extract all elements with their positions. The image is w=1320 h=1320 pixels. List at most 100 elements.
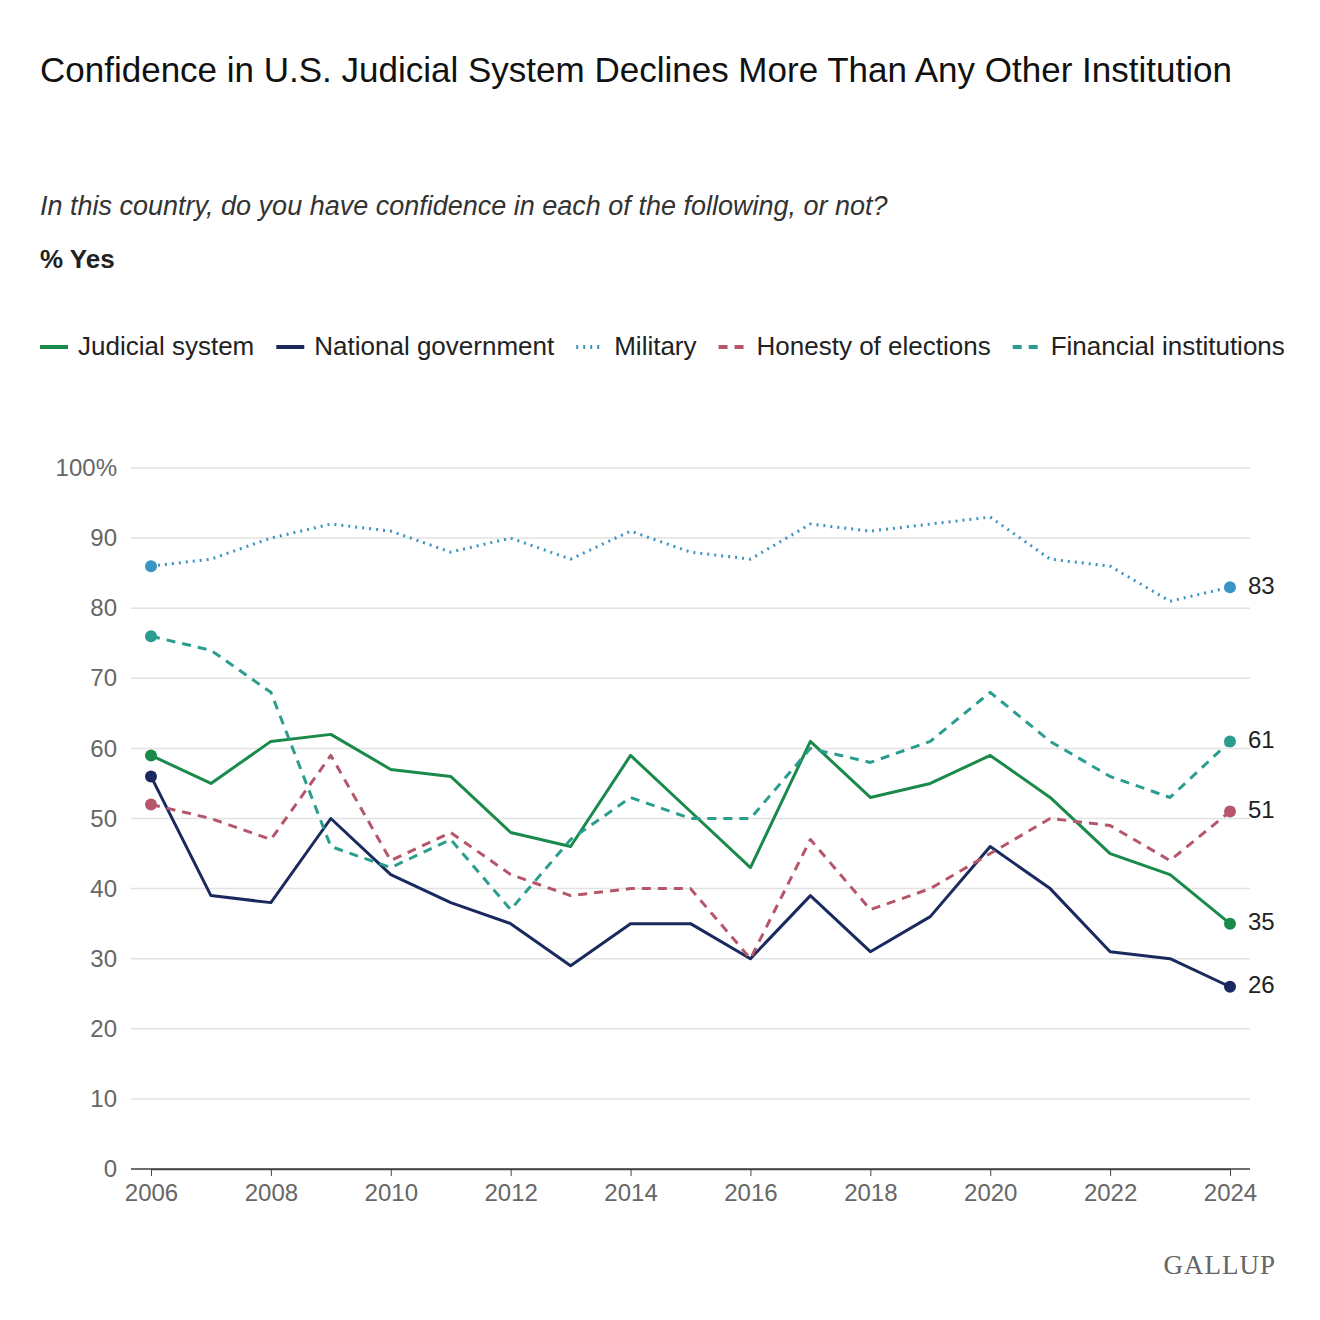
- series-line: [151, 776, 1230, 986]
- legend-swatch: [40, 345, 68, 349]
- series-line: [151, 636, 1230, 909]
- grid-line: [131, 1098, 1250, 1100]
- x-tick-mark: [391, 1169, 392, 1176]
- x-axis: 2006 2008 2010 2012 2014 2016 2018 2020 2022 2024: [125, 1169, 1257, 1206]
- x-tick-mark: [511, 1169, 512, 1176]
- end-value-label: 51: [1248, 796, 1275, 823]
- legend-label: Military: [614, 331, 696, 361]
- end-labels: 3526835161: [1248, 572, 1275, 999]
- endpoint-marker: [1224, 981, 1236, 993]
- y-tick-label: 90: [90, 524, 117, 551]
- endpoint-marker: [145, 749, 157, 761]
- x-tick: 2012: [484, 1169, 537, 1206]
- x-tick-mark: [1230, 1169, 1231, 1176]
- y-tick: 30: [90, 945, 131, 972]
- legend-item: Honesty of elections: [719, 331, 991, 361]
- y-tick-label: 70: [90, 664, 117, 691]
- x-tick-label: 2006: [125, 1179, 178, 1206]
- legend-item: Financial institutions: [1013, 331, 1285, 361]
- grid-line: [131, 958, 1250, 960]
- y-tick: 90: [90, 524, 131, 551]
- y-axis-line: [131, 469, 132, 1170]
- y-tick: 60: [90, 735, 131, 762]
- background: [0, 0, 1320, 1320]
- y-tick-label: 20: [90, 1015, 117, 1042]
- y-tick: 20: [90, 1015, 131, 1042]
- x-tick-mark: [631, 1169, 632, 1176]
- grid-line: [131, 678, 1250, 680]
- x-tick: 2014: [604, 1169, 657, 1206]
- y-tick-label: 10: [90, 1085, 117, 1112]
- x-tick-label: 2022: [1084, 1179, 1137, 1206]
- x-tick-mark: [870, 1169, 871, 1176]
- endpoint-marker: [145, 630, 157, 642]
- x-tick-label: 2018: [844, 1179, 897, 1206]
- x-tick: 2008: [245, 1169, 298, 1206]
- end-value-label: 35: [1248, 908, 1275, 935]
- legend-swatch: [719, 345, 747, 349]
- endpoint-marker: [145, 798, 157, 810]
- title: Confidence in U.S. Judicial System Decli…: [40, 50, 1232, 89]
- baseline: [131, 1168, 1250, 1170]
- legend-label: Financial institutions: [1051, 331, 1285, 361]
- endpoint-marker: [1224, 581, 1236, 593]
- y-tick-label: 30: [90, 945, 117, 972]
- series-line: [151, 517, 1230, 601]
- x-tick: 2018: [844, 1169, 897, 1206]
- x-tick-label: 2014: [604, 1179, 657, 1206]
- grid-line: [131, 467, 1250, 469]
- x-tick-label: 2010: [365, 1179, 418, 1206]
- y-tick: 80: [90, 594, 131, 621]
- legend-swatch: [276, 345, 304, 349]
- x-tick: 2020: [964, 1169, 1017, 1206]
- series-line: [151, 755, 1230, 958]
- subtitle: In this country, do you have confidence …: [40, 191, 888, 221]
- endpoint-marker: [1224, 805, 1236, 817]
- x-tick-label: 2012: [484, 1179, 537, 1206]
- x-tick-mark: [151, 1169, 152, 1176]
- y-tick-label: 0: [104, 1155, 117, 1182]
- y-tick-label: 50: [90, 805, 117, 832]
- x-tick-label: 2008: [245, 1179, 298, 1206]
- grid-line: [131, 607, 1250, 609]
- grid-line: [131, 748, 1250, 750]
- plot-area: [145, 517, 1236, 993]
- y-tick: 100%: [56, 454, 131, 481]
- endpoint-marker: [145, 560, 157, 572]
- end-value-label: 83: [1248, 572, 1275, 599]
- y-axis: 0 10 20 30 40 50 60 70 80 90 100%: [56, 454, 132, 1182]
- y-tick-label: 80: [90, 594, 117, 621]
- endpoint-marker: [145, 770, 157, 782]
- x-tick: 2010: [365, 1169, 418, 1206]
- legend-item: National government: [276, 331, 555, 361]
- x-tick-mark: [271, 1169, 272, 1176]
- grid-line: [131, 537, 1250, 539]
- grid-line: [131, 1168, 1250, 1170]
- x-tick-label: 2016: [724, 1179, 777, 1206]
- legend-item: Military: [576, 331, 696, 361]
- x-tick: 2006: [125, 1169, 178, 1206]
- grid-line: [131, 818, 1250, 820]
- legend-label: National government: [314, 331, 555, 361]
- x-tick-mark: [1110, 1169, 1111, 1176]
- x-axis-line: [152, 1169, 1231, 1171]
- y-tick-label: 40: [90, 875, 117, 902]
- y-tick: 40: [90, 875, 131, 902]
- endpoint-marker: [1224, 918, 1236, 930]
- y-axis-title: % Yes: [40, 244, 115, 274]
- grid-line: [131, 1028, 1250, 1030]
- y-tick: 10: [90, 1085, 131, 1112]
- series-line: [151, 734, 1230, 923]
- legend: Judicial system National government Milita…: [40, 331, 1285, 361]
- y-tick-label: 100%: [56, 454, 117, 481]
- x-tick-mark: [750, 1169, 751, 1176]
- endpoint-marker: [1224, 735, 1236, 747]
- legend-label: Judicial system: [78, 331, 254, 361]
- x-tick-label: 2024: [1204, 1179, 1257, 1206]
- x-tick: 2022: [1084, 1169, 1137, 1206]
- legend-swatch: [576, 345, 604, 349]
- y-tick-label: 60: [90, 735, 117, 762]
- y-tick: 70: [90, 664, 131, 691]
- source-logo: GALLUP: [1164, 1250, 1277, 1280]
- x-tick-mark: [990, 1169, 991, 1176]
